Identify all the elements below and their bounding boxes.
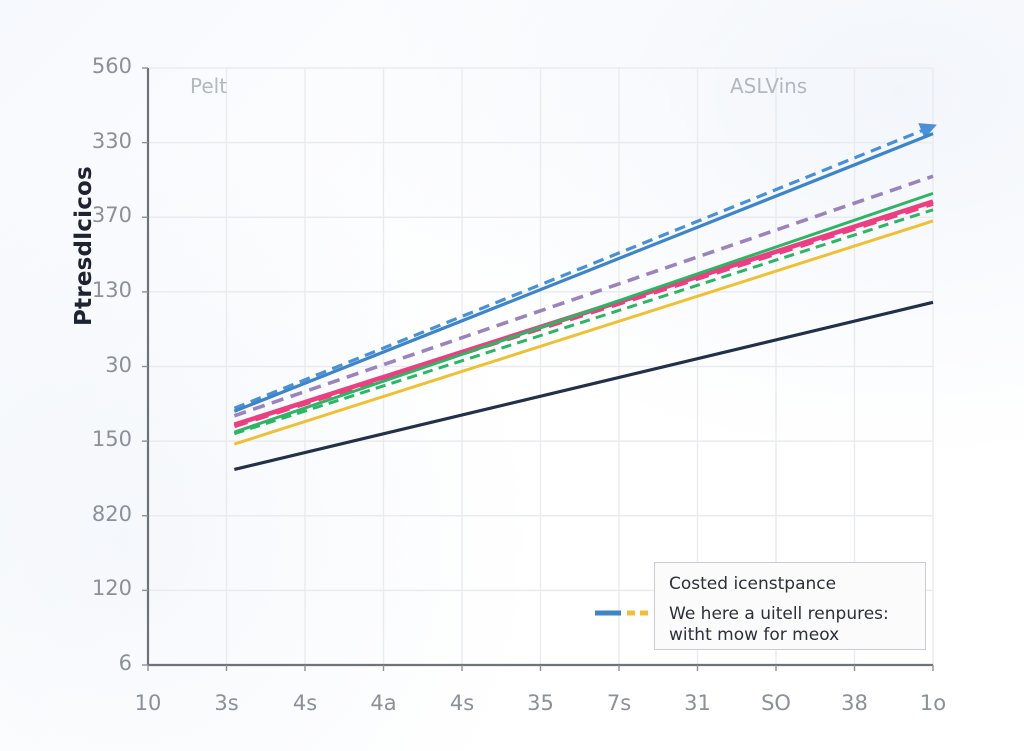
y-tick-label: 330 <box>91 128 132 153</box>
x-tick-label: 4s <box>449 691 475 715</box>
series-pink-dashed <box>233 201 934 429</box>
y-tick-label: 120 <box>91 576 132 601</box>
series-purple-dashed <box>233 174 934 418</box>
y-axis-title: Ptresdlcicos <box>71 166 97 326</box>
y-tick-label: 820 <box>91 501 132 526</box>
annotation-left: Pelt <box>190 74 228 98</box>
x-tick-label: 31 <box>684 691 711 715</box>
series-blue-dashed-upper <box>233 123 937 410</box>
y-tick-label: 150 <box>91 427 132 452</box>
series-green-dashed <box>233 208 934 436</box>
legend-title: Costed icenstpance <box>669 574 837 594</box>
x-tick-label: 38 <box>841 691 868 715</box>
series-lines <box>233 123 937 472</box>
y-tick-label: 30 <box>105 352 132 377</box>
x-tick-label: 4a <box>370 691 397 715</box>
x-tick-label: 1o <box>919 691 947 715</box>
y-tick-label: 370 <box>91 203 132 228</box>
axis-ticks <box>142 67 934 671</box>
legend-entry-text: We here a uitell renpures: witht mow for… <box>669 604 889 645</box>
legend-box[interactable]: Costed icenstpance We here a uitell renp… <box>654 562 926 650</box>
legend-swatch <box>595 610 653 616</box>
x-tick-label: SO <box>761 691 791 715</box>
series-blue-solid <box>233 132 934 413</box>
x-tick-label: 4s <box>292 691 318 715</box>
annotation-right: ASLVins <box>730 74 808 98</box>
x-tick-label: 35 <box>527 691 554 715</box>
x-tick-label: 7s <box>606 691 632 715</box>
y-tick-label: 130 <box>91 277 132 302</box>
series-navy-solid <box>233 300 934 472</box>
series-yellow-solid <box>233 219 934 446</box>
x-tick-label: 3s <box>214 691 239 715</box>
x-tick-label: 10 <box>134 691 162 715</box>
y-tick-label: 6 <box>118 651 132 675</box>
y-tick-label: 560 <box>91 54 132 78</box>
series-green-solid <box>233 191 934 434</box>
